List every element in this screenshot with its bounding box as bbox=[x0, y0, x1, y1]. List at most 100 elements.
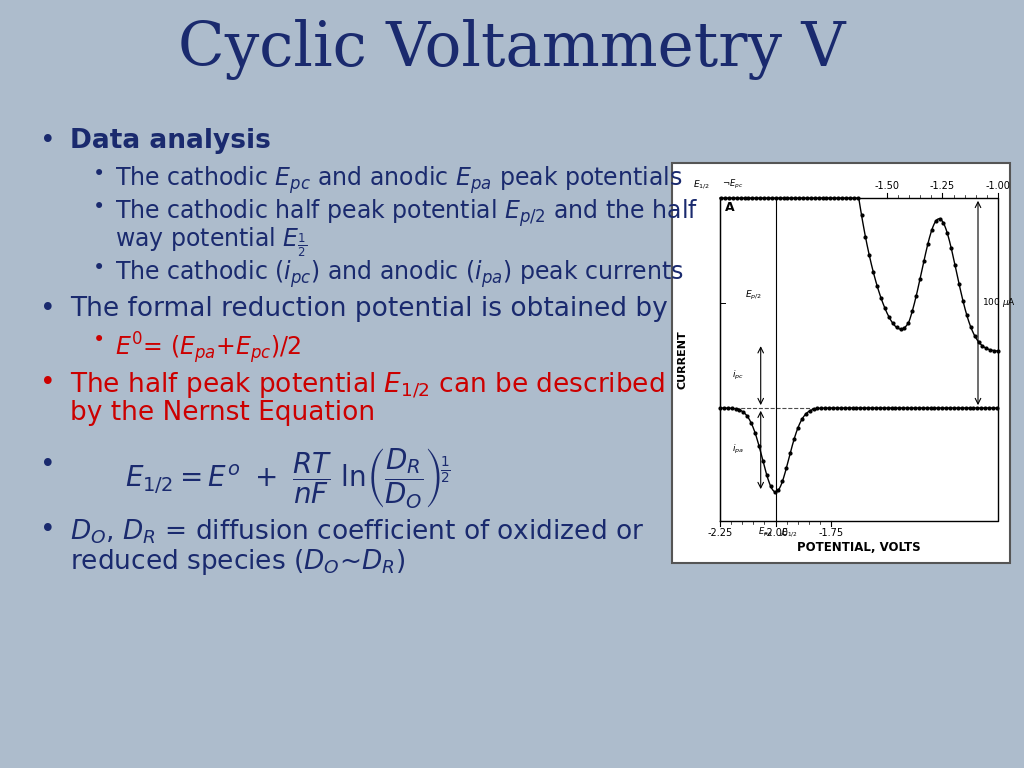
Point bbox=[799, 192, 815, 204]
Point bbox=[974, 339, 990, 352]
Point bbox=[990, 345, 1007, 357]
Point bbox=[966, 402, 982, 414]
Point bbox=[889, 321, 905, 333]
Text: -1.25: -1.25 bbox=[930, 181, 955, 191]
Text: •: • bbox=[93, 258, 105, 278]
Point bbox=[982, 343, 998, 356]
Point bbox=[953, 402, 970, 414]
Point bbox=[736, 192, 753, 204]
Point bbox=[872, 292, 889, 304]
Text: The cathodic $E_{pc}$ and anodic $E_{pa}$ peak potentials: The cathodic $E_{pc}$ and anodic $E_{pa}… bbox=[115, 164, 683, 196]
Point bbox=[935, 217, 951, 229]
Point bbox=[752, 192, 768, 204]
Point bbox=[962, 402, 978, 414]
Point bbox=[828, 402, 845, 414]
Point bbox=[837, 402, 853, 414]
Point bbox=[794, 413, 810, 425]
Point bbox=[885, 317, 901, 329]
Point bbox=[806, 403, 822, 415]
Text: The cathodic ($i_{pc}$) and anodic ($i_{pa}$) peak currents: The cathodic ($i_{pc}$) and anodic ($i_{… bbox=[115, 258, 684, 290]
Text: $E_{pa}$: $E_{pa}$ bbox=[759, 526, 773, 539]
Point bbox=[915, 255, 932, 267]
Point bbox=[856, 402, 872, 414]
Point bbox=[732, 192, 749, 204]
Point bbox=[938, 402, 954, 414]
Point bbox=[724, 402, 740, 415]
Point bbox=[744, 192, 761, 204]
Point bbox=[842, 192, 858, 204]
Text: Cyclic Voltammetry V: Cyclic Voltammetry V bbox=[178, 19, 846, 81]
Text: -1.00: -1.00 bbox=[985, 181, 1011, 191]
Point bbox=[760, 192, 776, 204]
Point bbox=[951, 277, 968, 290]
Point bbox=[725, 192, 741, 204]
Point bbox=[778, 462, 795, 475]
Point bbox=[766, 485, 782, 498]
Point bbox=[930, 402, 946, 414]
Point bbox=[791, 192, 807, 204]
Text: -2.00: -2.00 bbox=[763, 528, 788, 538]
Point bbox=[798, 408, 814, 420]
Text: reduced species ($D_O$~$D_R$): reduced species ($D_O$~$D_R$) bbox=[70, 547, 406, 577]
Point bbox=[787, 192, 804, 204]
Text: $\lrcorner E_{1/2}$: $\lrcorner E_{1/2}$ bbox=[777, 526, 798, 539]
Text: $i_{pc}$: $i_{pc}$ bbox=[732, 369, 743, 382]
Point bbox=[943, 242, 959, 254]
Text: way potential $E_{\frac{1}{2}}$: way potential $E_{\frac{1}{2}}$ bbox=[115, 225, 307, 259]
Point bbox=[727, 402, 743, 415]
Point bbox=[829, 192, 846, 204]
Point bbox=[713, 192, 729, 204]
Text: -1.50: -1.50 bbox=[874, 181, 899, 191]
Bar bbox=[672, 163, 1010, 563]
Point bbox=[914, 402, 931, 414]
Text: by the Nernst Equation: by the Nernst Equation bbox=[70, 400, 375, 426]
Point bbox=[923, 402, 939, 414]
Point bbox=[846, 192, 862, 204]
Point bbox=[861, 250, 878, 262]
Point bbox=[817, 402, 834, 414]
Text: •: • bbox=[93, 164, 105, 184]
Point bbox=[838, 192, 854, 204]
Text: A: A bbox=[725, 201, 734, 214]
Point bbox=[957, 402, 974, 414]
Point bbox=[989, 402, 1006, 414]
Text: CURRENT: CURRENT bbox=[677, 330, 687, 389]
Point bbox=[895, 402, 911, 414]
Point bbox=[908, 290, 925, 303]
Point bbox=[748, 192, 764, 204]
Point bbox=[850, 192, 866, 204]
Point bbox=[770, 484, 786, 496]
Point bbox=[755, 455, 771, 467]
Point bbox=[783, 192, 800, 204]
Point bbox=[907, 402, 924, 414]
Text: $\neg E_{pc}$: $\neg E_{pc}$ bbox=[722, 178, 743, 191]
Point bbox=[782, 447, 799, 459]
Point bbox=[853, 209, 869, 221]
Text: $E_{p/2}$: $E_{p/2}$ bbox=[745, 289, 762, 302]
Text: The half peak potential $E_{1/2}$ can be described: The half peak potential $E_{1/2}$ can be… bbox=[70, 370, 665, 400]
Point bbox=[857, 230, 873, 243]
Text: $E_{1/2}$: $E_{1/2}$ bbox=[693, 178, 710, 191]
Text: 100 $\mu$A: 100 $\mu$A bbox=[982, 296, 1016, 310]
Point bbox=[867, 402, 884, 414]
Point bbox=[986, 345, 1002, 357]
Point bbox=[848, 402, 864, 414]
Point bbox=[977, 402, 993, 414]
Point bbox=[821, 402, 838, 414]
Point bbox=[947, 260, 964, 272]
Point bbox=[810, 192, 826, 204]
Point bbox=[763, 480, 779, 492]
Point bbox=[790, 422, 806, 434]
Point bbox=[971, 336, 987, 348]
Point bbox=[888, 402, 904, 414]
Text: $i_{pa}$: $i_{pa}$ bbox=[732, 443, 744, 456]
Point bbox=[939, 227, 955, 240]
Point bbox=[978, 343, 994, 355]
Point bbox=[833, 402, 849, 414]
Point bbox=[852, 402, 868, 414]
Point bbox=[834, 192, 850, 204]
Text: The formal reduction potential is obtained by: The formal reduction potential is obtain… bbox=[70, 296, 668, 322]
Point bbox=[803, 192, 819, 204]
Point bbox=[756, 192, 772, 204]
Text: •: • bbox=[40, 128, 56, 154]
